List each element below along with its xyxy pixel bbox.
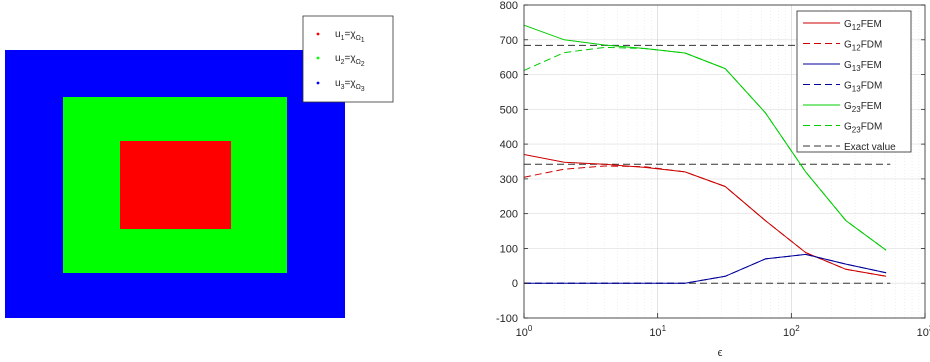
legend-label-g23fem: G23FEM <box>844 101 882 114</box>
region-legend-entry-u2: u2=χΩ2 <box>316 53 365 68</box>
region-legend-label-u1: u1=χΩ1 <box>335 29 365 44</box>
y-axis: -100 0 100 200 300 400 500 600 700 800 <box>496 0 925 325</box>
legend-entry-g12fdm: G12FDM <box>803 40 882 53</box>
legend-label-g13fem: G13FEM <box>844 60 882 73</box>
x-tick-label-1: 101 <box>649 324 666 339</box>
y-tick-label-9: 800 <box>500 0 518 12</box>
region-legend-label-u3: u3=χΩ3 <box>335 78 365 93</box>
region-legend-label-u2: u2=χΩ2 <box>335 53 365 68</box>
y-tick-label-8: 700 <box>500 35 518 47</box>
series-line-g12fdm <box>523 165 887 277</box>
series-line-g23fem <box>523 24 887 251</box>
x-tick-label-3: 103 <box>917 324 930 339</box>
region-map <box>5 50 345 318</box>
x-axis-label: ϵ <box>718 347 723 359</box>
y-tick-label-0: -100 <box>496 313 518 325</box>
y-tick-label-6: 500 <box>500 104 518 116</box>
region-legend: u1=χΩ1 u2=χΩ2 u3=χΩ3 <box>302 15 394 103</box>
legend-label-g12fdm: G12FDM <box>844 40 882 53</box>
y-tick-label-7: 600 <box>500 70 518 82</box>
series-legend-box <box>796 10 912 153</box>
legend-label-g23fdm: G23FDM <box>844 122 882 135</box>
region-legend-entry-u1: u1=χΩ1 <box>316 29 365 44</box>
legend-entry-g12fem: G12FEM <box>803 19 882 32</box>
y-tick-label-4: 300 <box>500 174 518 186</box>
y-tick-label-3: 200 <box>500 209 518 221</box>
series-lines <box>523 24 887 284</box>
plot-frame <box>523 4 926 319</box>
x-axis: 100 101 102 103 <box>516 313 930 339</box>
legend-entry-g13fem: G13FEM <box>803 60 882 73</box>
region-u1 <box>120 141 231 229</box>
region-legend-marker-u1 <box>316 32 320 36</box>
y-tick-label-1: 0 <box>512 278 518 290</box>
region-legend-marker-u3 <box>316 81 320 85</box>
legend-label-exact-value: Exact value <box>844 142 896 153</box>
region-legend-marker-u2 <box>316 56 320 60</box>
x-tick-label-0: 100 <box>516 324 533 339</box>
legend-entry-g23fdm: G23FDM <box>803 122 882 135</box>
x-tick-label-2: 102 <box>783 324 800 339</box>
legend-label-g12fem: G12FEM <box>844 19 882 32</box>
y-tick-label-2: 100 <box>500 243 518 255</box>
series-line-g13fdm <box>524 253 887 284</box>
legend-label-g13fdm: G13FDM <box>844 81 882 94</box>
region-legend-entry-u3: u3=χΩ3 <box>316 78 365 93</box>
legend-entry-exact-value: Exact value <box>803 142 896 153</box>
legend-entry-g23fem: G23FEM <box>803 101 882 114</box>
y-tick-label-5: 400 <box>500 139 518 151</box>
legend-entry-g13fdm: G13FDM <box>803 81 882 94</box>
series-legend: G12FEM G12FDM G13FEM G13FDM G23FEM G23FDM Exac… <box>796 10 912 153</box>
